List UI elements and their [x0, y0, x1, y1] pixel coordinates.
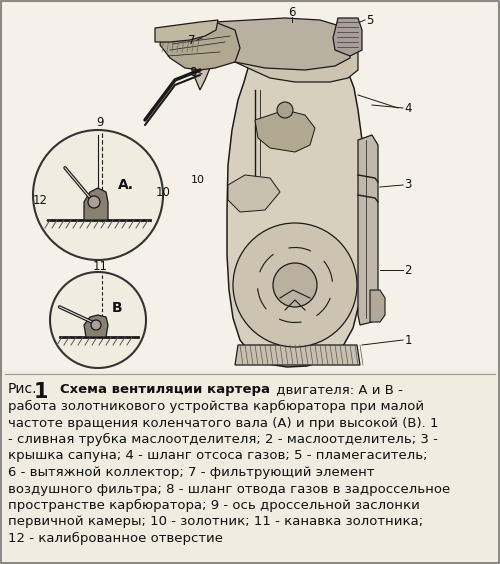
Circle shape — [33, 130, 163, 260]
Text: 1: 1 — [404, 333, 412, 346]
Circle shape — [88, 196, 100, 208]
Text: 12 - калиброванное отверстие: 12 - калиброванное отверстие — [8, 532, 223, 545]
Text: 2: 2 — [404, 263, 412, 276]
Text: 12: 12 — [32, 193, 48, 206]
Polygon shape — [255, 110, 315, 152]
Polygon shape — [228, 175, 280, 212]
Text: В: В — [112, 301, 122, 315]
Circle shape — [50, 272, 146, 368]
Polygon shape — [333, 18, 362, 56]
Polygon shape — [370, 290, 385, 322]
Text: первичной камеры; 10 - золотник; 11 - канавка золотника;: первичной камеры; 10 - золотник; 11 - ка… — [8, 515, 423, 528]
Polygon shape — [358, 135, 378, 325]
Text: 3: 3 — [404, 178, 411, 192]
Circle shape — [233, 223, 357, 347]
Text: 4: 4 — [404, 102, 412, 114]
Circle shape — [273, 263, 317, 307]
Text: 8: 8 — [190, 65, 196, 78]
Polygon shape — [84, 315, 108, 337]
Polygon shape — [227, 46, 365, 367]
Polygon shape — [84, 188, 108, 220]
Text: двигателя: А и В -: двигателя: А и В - — [272, 383, 403, 396]
Circle shape — [91, 320, 101, 330]
Text: Рис.: Рис. — [8, 382, 38, 396]
Text: 5: 5 — [366, 14, 374, 27]
Text: 11: 11 — [92, 261, 108, 274]
Text: пространстве карбюратора; 9 - ось дроссельной заслонки: пространстве карбюратора; 9 - ось дроссе… — [8, 499, 420, 512]
Text: А.: А. — [118, 178, 134, 192]
Text: 10: 10 — [156, 187, 171, 200]
Text: 7: 7 — [188, 33, 196, 46]
Text: 6 - вытяжной коллектор; 7 - фильтрующий элемент: 6 - вытяжной коллектор; 7 - фильтрующий … — [8, 466, 374, 479]
Text: крышка сапуна; 4 - шланг отсоса газов; 5 - пламегаситель;: крышка сапуна; 4 - шланг отсоса газов; 5… — [8, 450, 428, 462]
Text: - сливная трубка маслоотделителя; 2 - маслоотделитель; 3 -: - сливная трубка маслоотделителя; 2 - ма… — [8, 433, 438, 446]
FancyBboxPatch shape — [3, 374, 497, 562]
FancyBboxPatch shape — [3, 3, 497, 371]
Circle shape — [277, 102, 293, 118]
Text: 1: 1 — [34, 382, 48, 402]
Text: 6: 6 — [288, 7, 296, 20]
Polygon shape — [192, 22, 358, 90]
Text: 9: 9 — [96, 117, 104, 130]
Text: частоте вращения коленчатого вала (А) и при высокой (В). 1: частоте вращения коленчатого вала (А) и … — [8, 416, 438, 430]
Text: Схема вентиляции картера: Схема вентиляции картера — [60, 383, 270, 396]
Text: 10: 10 — [191, 175, 205, 185]
Text: воздушного фильтра; 8 - шланг отвода газов в задроссельное: воздушного фильтра; 8 - шланг отвода газ… — [8, 482, 450, 496]
Text: работа золотникового устройства карбюратора при малой: работа золотникового устройства карбюрат… — [8, 400, 424, 413]
Polygon shape — [155, 20, 218, 42]
Polygon shape — [160, 22, 240, 70]
Polygon shape — [210, 18, 350, 70]
Polygon shape — [235, 345, 360, 365]
